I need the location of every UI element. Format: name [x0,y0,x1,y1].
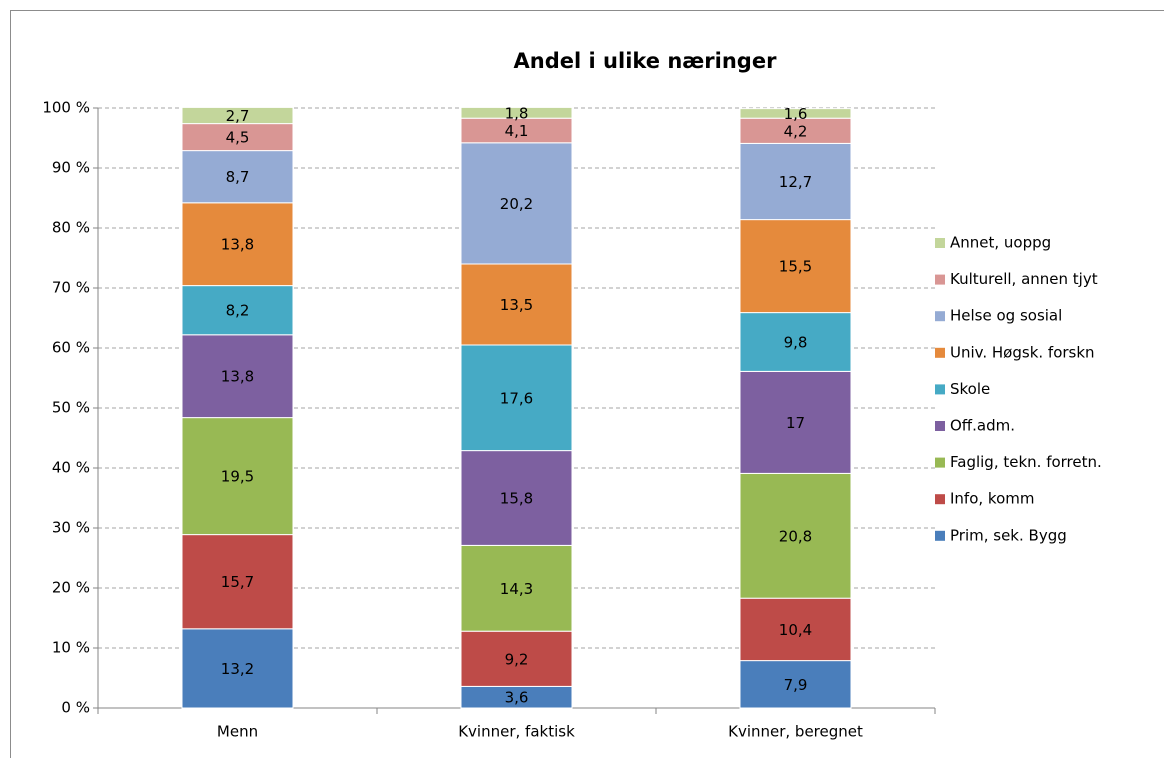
bar-segment [460,142,573,265]
bar-segment [460,106,573,119]
legend-swatch [935,421,945,431]
data-label: 13,8 [221,368,254,386]
bar-segment [460,630,573,687]
bar-segment [181,285,294,336]
bar-segment [739,312,852,372]
y-tick-label: 90 % [52,159,90,177]
legend-swatch [935,384,945,395]
data-label: 17 [786,414,805,432]
data-label: 4,2 [784,122,808,140]
data-label: 19,5 [221,468,254,486]
data-label: 15,8 [500,490,533,508]
bar-segment [181,202,294,287]
legend-label: Kulturell, annen tjyt [950,270,1098,288]
bar-segment [181,106,294,125]
legend-swatch [935,311,945,322]
bar-segment [181,417,294,536]
data-label: 12,7 [779,173,812,191]
legend-label: Helse og sosial [950,307,1062,325]
chart-title: Andel i ulike næringer [514,49,778,73]
data-label: 1,6 [784,105,808,123]
x-tick-label: Kvinner, faktisk [458,723,575,741]
bar-segment [739,472,852,599]
bar-segment [739,108,852,119]
legend-swatch [935,238,945,248]
legend-label: Info, komm [950,490,1034,508]
legend-swatch [935,274,945,285]
bar-segment [739,660,852,709]
data-label: 9,2 [505,650,529,668]
y-tick-label: 60 % [52,339,90,357]
data-label: 8,7 [226,168,250,186]
legend-label: Skole [950,380,990,398]
y-tick-label: 20 % [52,579,90,597]
data-label: 8,2 [226,302,250,320]
data-label: 7,9 [784,676,808,694]
data-label: 13,2 [221,660,254,678]
x-tick-label: Kvinner, beregnet [728,723,863,741]
y-tick-label: 0 % [61,699,90,717]
x-tick-label: Menn [217,723,258,741]
legend-label: Prim, sek. Bygg [950,526,1067,544]
y-tick-label: 80 % [52,219,90,237]
y-tick-label: 70 % [52,279,90,297]
data-label: 4,1 [505,122,529,140]
y-tick-label: 30 % [52,519,90,537]
bar-segment [460,450,573,546]
legend-swatch [935,494,945,505]
data-label: 17,6 [500,389,533,407]
data-label: 14,3 [500,580,533,598]
bar-segment [739,117,852,144]
data-label: 20,2 [500,195,533,213]
bar-segment [739,370,852,474]
data-label: 3,6 [505,689,529,707]
data-label: 10,4 [779,621,812,639]
bar-segment [739,597,852,662]
data-label: 15,7 [221,573,254,591]
y-tick-label: 100 % [42,99,90,117]
data-label: 2,7 [226,107,250,125]
y-tick-label: 50 % [52,399,90,417]
data-label: 13,5 [500,296,533,314]
bar-segment [460,544,573,632]
bar-segment [460,344,573,452]
legend-swatch [935,347,945,358]
bar-segment [460,263,573,346]
y-tick-label: 10 % [52,639,90,657]
data-label: 15,5 [779,258,812,276]
legend-label: Univ. Høgsk. forskn [950,343,1095,361]
bar-segment [460,117,573,144]
y-tick-label: 40 % [52,459,90,477]
bar-segment [181,123,294,152]
legend-swatch [935,530,945,541]
data-label: 13,8 [221,236,254,254]
legend-swatch [935,457,945,468]
data-label: 20,8 [779,527,812,545]
legend-label: Off.adm. [950,417,1015,435]
bar-segment [181,334,294,419]
data-label: 9,8 [784,334,808,352]
data-label: 4,5 [226,129,250,147]
legend-label: Faglig, tekn. forretn. [950,453,1102,471]
legend-label: Annet, uoppg [950,234,1051,252]
bar-segment [739,219,852,314]
data-label: 1,8 [505,104,529,122]
